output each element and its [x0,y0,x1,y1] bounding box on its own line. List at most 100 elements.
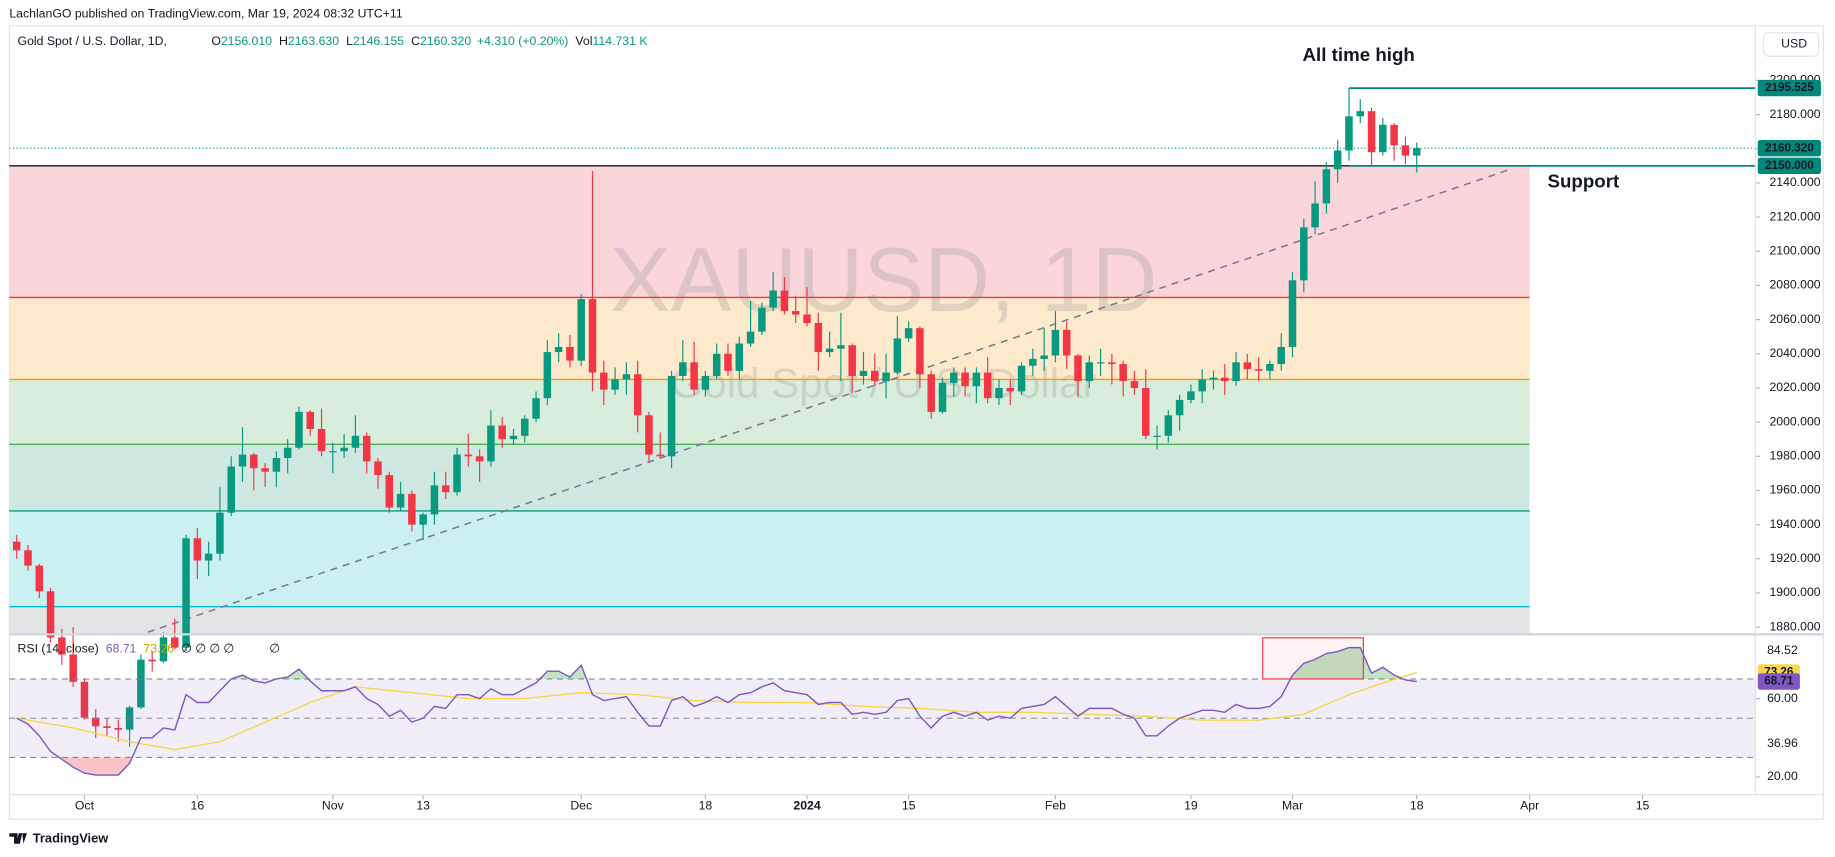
candle-body [938,382,947,412]
candle-body [475,456,484,462]
currency-label[interactable]: USD [1781,37,1807,51]
y-tick-label: 2100.000 [1769,244,1820,258]
candle-body [927,374,935,412]
ohlc-key: L [346,34,353,48]
candle-body [690,362,698,390]
candle-body [1277,346,1285,365]
candle-body [1085,362,1094,382]
candle-body [1322,169,1331,204]
symbol: Gold Spot / U.S. Dollar, 1D, [18,34,167,48]
y-tick-label: 1960.000 [1769,483,1820,497]
candle-body [272,458,281,472]
candle-body [532,398,540,419]
candle-body [577,299,585,361]
x-tick-label: Dec [570,799,592,813]
rsi-badge-label: 68.71 [1764,675,1794,688]
y-tick-label: 2020.000 [1769,380,1820,394]
price-badge [1757,79,1821,97]
candle-body [746,331,755,344]
candle-body [825,348,834,353]
x-tick-label: Oct [75,799,95,813]
candle-body [1221,377,1229,382]
candle-body [362,435,371,462]
candle-body [1006,387,1015,392]
candle-body [396,493,405,508]
rsi-mark-label: 84.52 [1767,643,1798,657]
candle-body [306,411,314,429]
candle-body [1390,124,1398,146]
candle-body [769,290,777,308]
candle-body [521,418,529,436]
candle-body [1141,387,1150,436]
candle-body [250,454,258,469]
candle-body [227,466,235,513]
candle-body [1333,150,1342,170]
fib-zone [9,510,1530,607]
candle-body [204,553,213,561]
x-tick-label: 18 [1410,799,1424,813]
candle-body [1401,145,1410,156]
candle-body [1209,377,1218,380]
rsi-value: 68.71 [106,642,137,656]
rsi-tick-label: 20.00 [1767,769,1798,783]
candle-body [837,345,845,349]
candle-body [972,372,981,387]
candle-body [103,726,111,728]
rsi-band-background [9,678,1756,758]
y-tick-label: 1940.000 [1769,517,1820,531]
candle-body [1017,365,1026,392]
price-badge [1757,140,1821,157]
y-tick-label: 1880.000 [1769,619,1820,633]
candle-body [814,323,823,353]
candle-body [430,485,439,515]
candle-body [1300,227,1308,281]
candle-body [193,538,202,561]
candle-body [1153,435,1161,437]
candle-body [667,375,676,457]
candle-body [1119,364,1127,382]
candle-body [1108,362,1116,365]
candle-body [983,372,992,399]
fib-zone [9,444,1530,511]
candle-body [24,550,32,566]
candle-body [791,311,800,315]
y-tick-label: 2120.000 [1769,209,1820,223]
candle-body [171,637,179,648]
candle-body [441,485,450,493]
candle-body [1029,358,1037,366]
rsi-tick-label: 60.00 [1767,691,1798,705]
candle-body [1311,203,1319,228]
x-tick-label: Apr [1520,799,1539,813]
candle-body [1232,362,1240,382]
currency-button[interactable] [1763,32,1820,57]
candle-body [600,372,608,390]
volume-value: 114.731 K [592,34,648,48]
y-tick-label: 2140.000 [1769,175,1820,189]
rsi-line [16,646,1417,776]
x-tick-label: 19 [1184,799,1198,813]
candle-body [893,338,902,373]
candle-body [633,374,642,416]
y-tick-label: 1980.000 [1769,449,1820,463]
candle-body [35,565,44,592]
x-tick-label: 16 [191,799,205,813]
candle-body [724,353,732,371]
trend-line [147,168,1511,633]
candle-body [803,314,811,324]
ohlc-value: 2163.630 [288,34,339,48]
rsi-badge [1757,673,1800,690]
candle-body [622,374,631,380]
candle-body [1243,362,1252,370]
candle-body [408,493,416,525]
candle-body [80,681,89,718]
candle-body [882,372,890,382]
candle-body [1051,329,1060,356]
candle-body [1356,111,1365,117]
candle-body [1040,355,1048,359]
candle-body [679,362,687,376]
candle-body [656,454,664,457]
x-tick-label: 18 [699,799,713,813]
candle-body [554,346,563,353]
footer-logo [9,833,27,844]
annotation: Support [1548,171,1620,192]
